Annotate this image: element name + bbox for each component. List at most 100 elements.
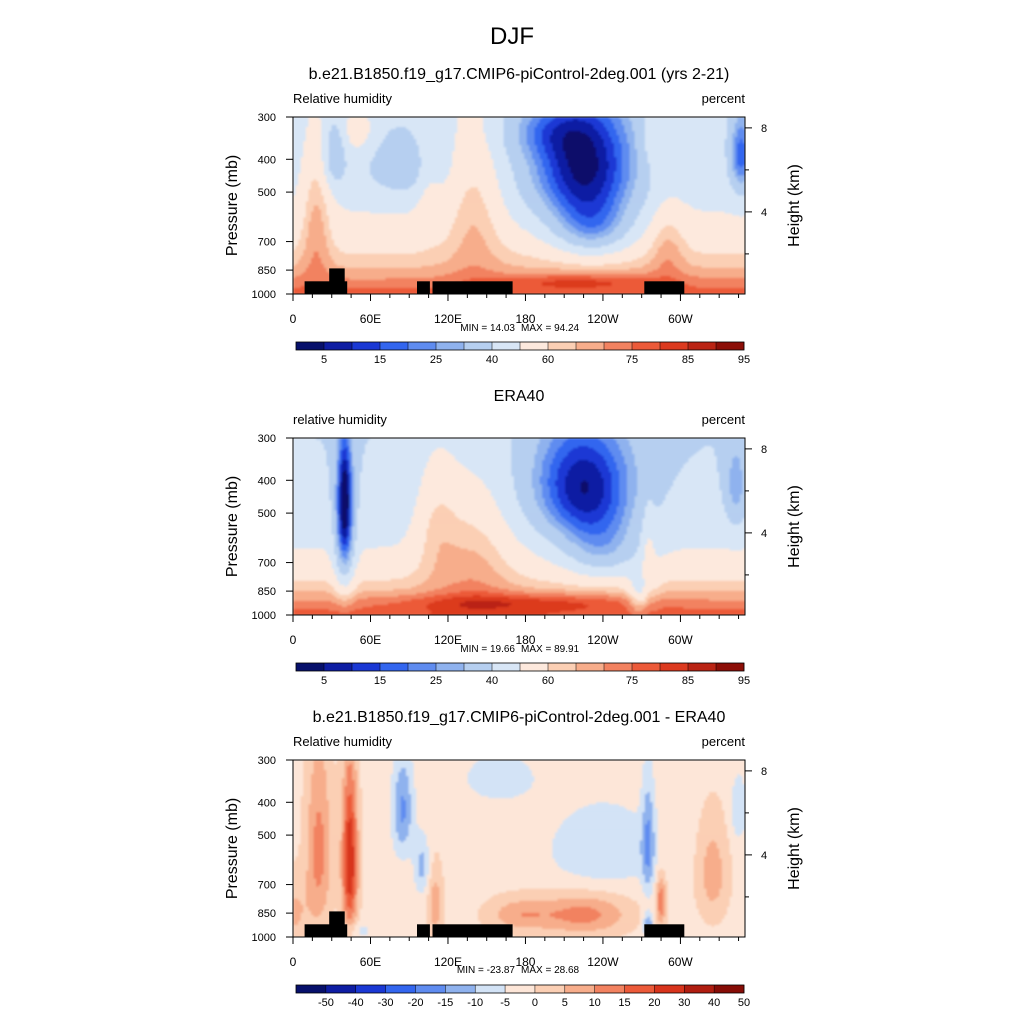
right-axis-label: Height (km) [786,485,803,568]
height-tick-label: 8 [761,766,767,778]
colorbar-box [564,985,595,993]
right-axis-label: Height (km) [786,164,803,247]
colorbar-box [324,342,353,350]
contour-field [293,760,745,937]
colorbar-box [296,342,325,350]
colorbar-label: 5 [562,997,568,1009]
colorbar-label: 20 [648,997,660,1009]
ylabel: Pressure (mb) [224,155,241,256]
colorbar-box [576,342,605,350]
colorbar-box [355,985,386,993]
topography-block [329,911,345,937]
y-tick-label: 400 [258,475,276,487]
x-tick-label: 180 [515,312,535,326]
panel-obs: ERA40 relative humidity percent 0 60E 120E… [224,388,803,687]
colorbar-box [408,342,437,350]
colorbar-box [380,342,409,350]
ylabel: Pressure (mb) [224,476,241,577]
topography-block [432,281,513,294]
y-tick-label: 300 [258,755,276,767]
colorbar-box [684,985,715,993]
colorbar-frame [295,984,745,994]
colorbar-label: 95 [738,675,750,687]
axes: 0 60E 120E 180 120W 60W 300 400 500 700 850 1000 8 4 [252,433,768,647]
panel-diff: b.e21.B1850.f19_g17.CMIP6-piControl-2deg… [224,709,803,1009]
y-tick-label: 400 [258,154,276,166]
y-tick-label: 1000 [252,610,276,622]
contour-field [293,117,745,294]
colorbar-box [352,663,381,671]
panel-left-label: Relative humidity [293,91,392,106]
colorbar-label: 15 [618,997,630,1009]
colorbar-label: 50 [738,997,750,1009]
colorbar-box [624,985,655,993]
y-tick-label: 700 [258,880,276,892]
colorbar-label: -20 [408,997,424,1009]
topography-block [417,281,430,294]
panel-right-label: percent [702,734,746,749]
colorbar-label: -40 [348,997,364,1009]
colorbar-label: 75 [626,675,638,687]
x-tick-label: 60W [668,955,693,969]
colorbar-label: -10 [467,997,483,1009]
plot-frame [292,437,746,616]
colorbar-box [604,663,633,671]
panel-model: b.e21.B1850.f19_g17.CMIP6-piControl-2deg… [224,66,803,366]
max-label: MAX = 28.68 [521,965,580,976]
colorbar-box [436,342,465,350]
plot-frame [292,759,746,938]
x-tick-label: 120E [434,955,462,969]
min-label: MIN = -23.87 [457,965,516,976]
x-tick-label: 0 [290,633,297,647]
y-tick-label: 700 [258,558,276,570]
x-tick-label: 60E [360,312,381,326]
colorbar-box [296,985,327,993]
plot-frame [292,116,746,295]
colorbar-label: 15 [374,675,386,687]
colorbar-box [464,342,493,350]
colorbar-label: 0 [532,997,538,1009]
height-tick-label: 4 [761,528,767,540]
x-tick-label: 120W [587,955,619,969]
colorbar-box [352,342,381,350]
colorbar-label: 85 [682,354,694,366]
colorbar-box [380,663,409,671]
colorbar-label: 60 [542,675,554,687]
axes: 0 60E 120E 180 120W 60W 300 400 500 700 850 1000 8 4 [252,112,768,326]
topography-block [644,281,685,294]
x-tick-label: 0 [290,312,297,326]
colorbar-label: 40 [708,997,720,1009]
colorbar-box [534,985,566,993]
x-tick-label: 120W [587,633,619,647]
colorbar-box [716,663,745,671]
topography-block [417,924,430,937]
colorbar-box [325,985,357,993]
colorbar-box [632,663,661,671]
colorbar-box [576,663,605,671]
panel-right-label: percent [702,412,746,427]
colorbar-label: 40 [486,354,498,366]
colorbar-box [716,342,745,350]
panel-left-label: relative humidity [293,412,387,427]
colorbar-box [385,985,416,993]
colorbar-box [324,663,353,671]
colorbar-box [520,342,549,350]
topography-mask [304,268,685,294]
colorbar-label: 85 [682,675,694,687]
colorbar-box [464,663,493,671]
topography-mask [304,911,685,937]
y-tick-label: 1000 [252,289,276,301]
colorbar-box [436,663,465,671]
colorbar-label: 95 [738,354,750,366]
y-tick-label: 500 [258,187,276,199]
colorbar: 5 15 25 40 60 75 85 95 [295,341,750,366]
height-tick-label: 8 [761,123,767,135]
colorbar-box [660,663,689,671]
panel-title: b.e21.B1850.f19_g17.CMIP6-piControl-2deg… [313,709,726,726]
colorbar-box [296,663,325,671]
colorbar-label: 60 [542,354,554,366]
colorbar-box [475,985,506,993]
x-tick-label: 120W [587,312,619,326]
axes: 0 60E 120E 180 120W 60W 300 400 500 700 850 1000 8 4 [252,755,768,969]
